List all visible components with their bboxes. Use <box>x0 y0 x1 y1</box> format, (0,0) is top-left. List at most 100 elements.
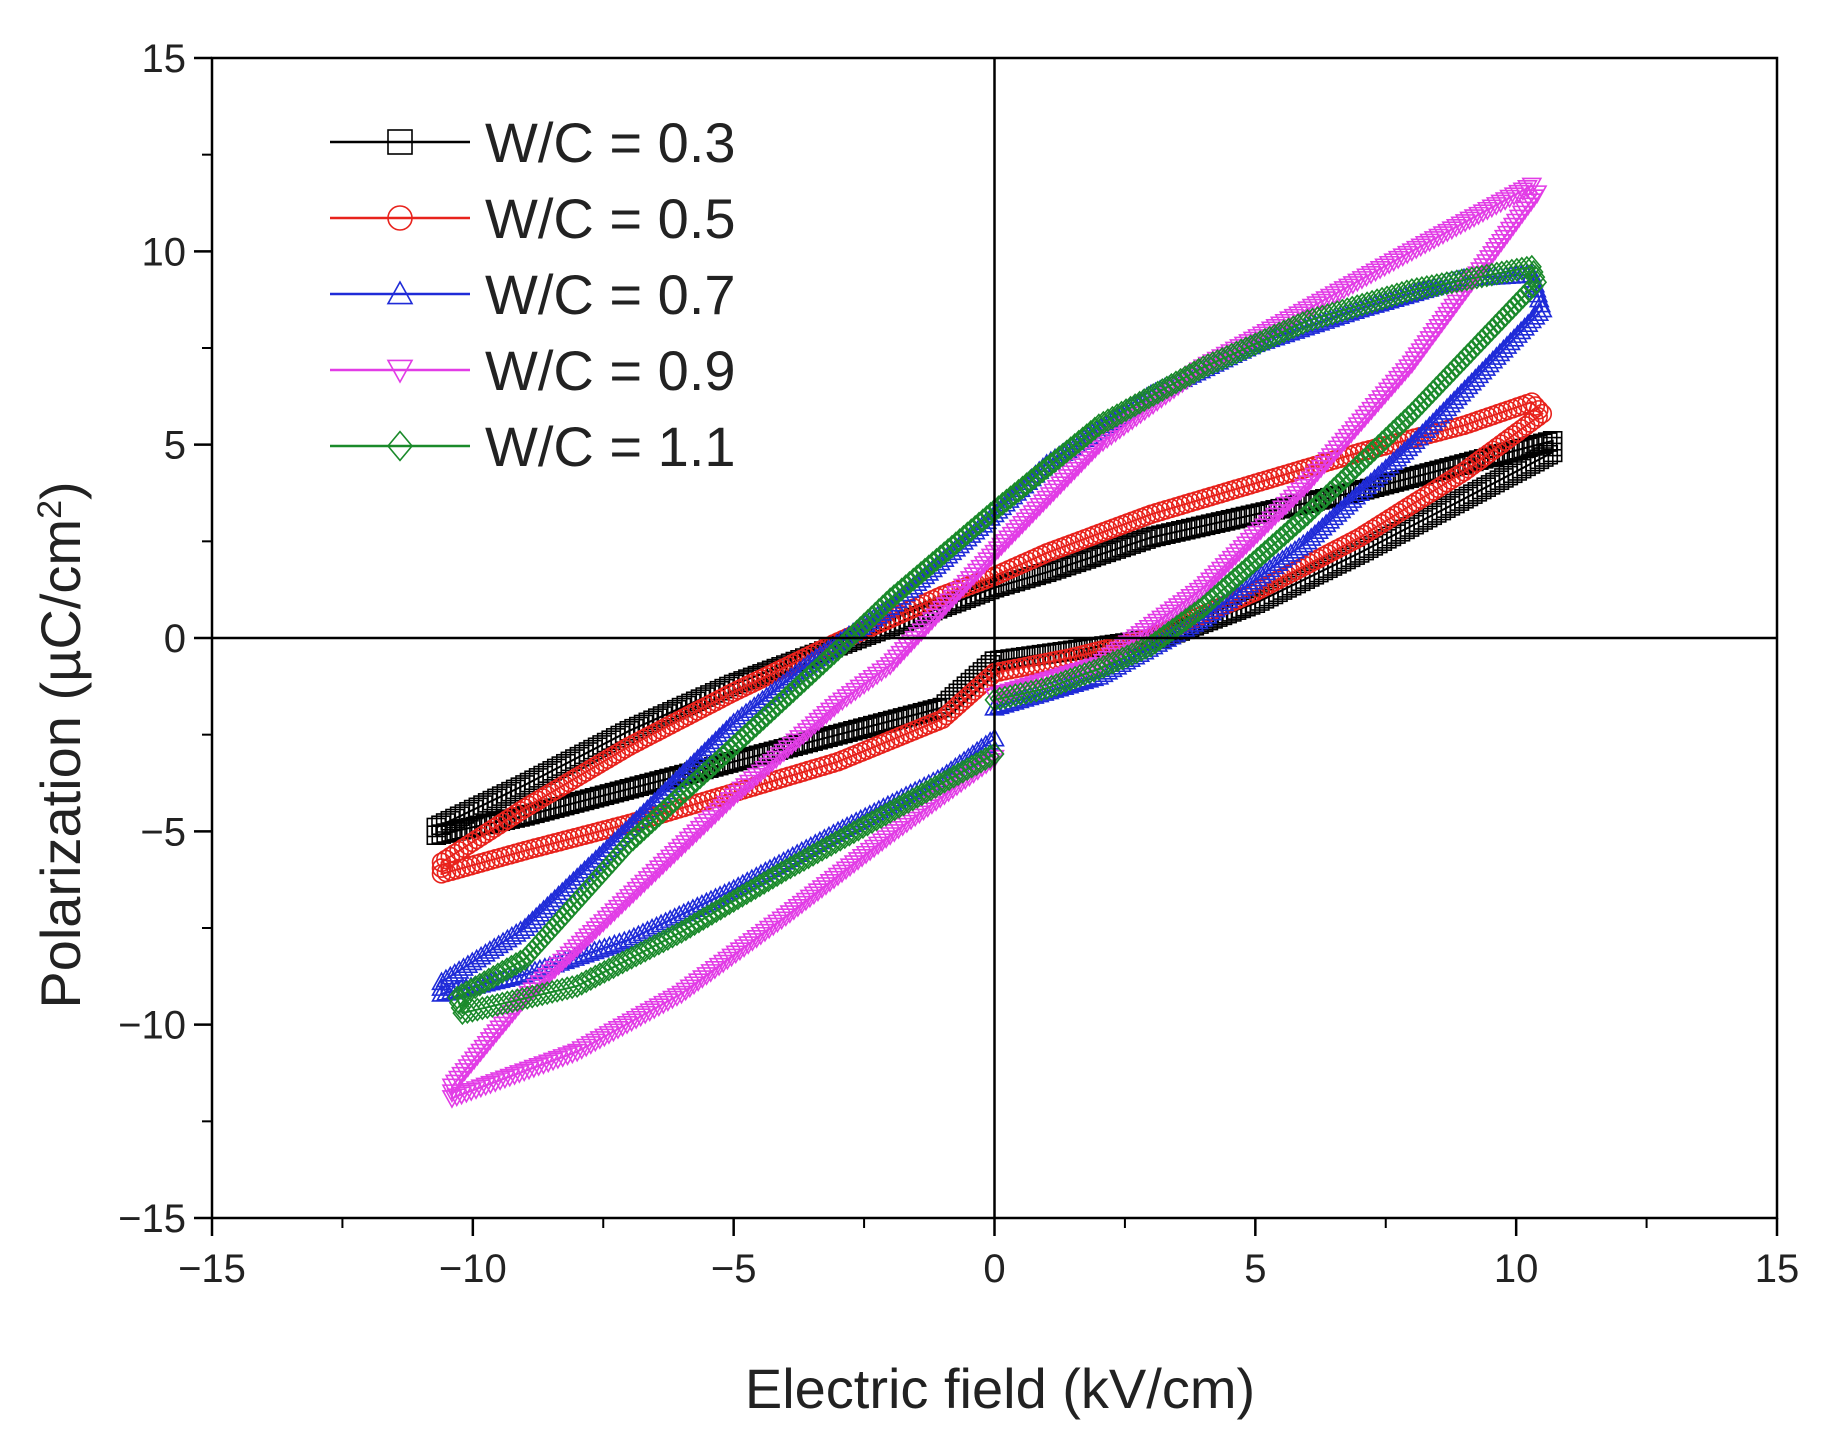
series-w-c-0-9 <box>441 177 1548 1109</box>
marker-trail <box>903 567 924 592</box>
marker-trail <box>1036 490 1058 510</box>
marker-trail <box>1046 559 1067 579</box>
marker-trail <box>1275 496 1297 516</box>
marker-trail <box>1518 437 1538 458</box>
marker-trail <box>1235 536 1257 556</box>
marker-trail <box>1215 511 1236 531</box>
legend-marker <box>386 280 414 305</box>
marker-trail <box>505 923 527 942</box>
marker-trail <box>1074 662 1095 687</box>
marker-trail <box>584 788 605 808</box>
marker-trail <box>1533 433 1553 454</box>
marker-trail <box>474 970 495 995</box>
marker-trail <box>1371 461 1393 481</box>
marker-trail <box>554 795 575 816</box>
marker-trail <box>758 868 779 893</box>
marker-trail <box>970 749 991 774</box>
marker-trail <box>949 527 970 553</box>
marker-trail <box>594 959 615 984</box>
marker-trail <box>788 730 810 749</box>
marker-trail <box>1371 390 1392 409</box>
marker-trail <box>1288 536 1310 556</box>
marker-trail <box>1084 416 1105 441</box>
y-tick-label: −10 <box>118 1004 186 1048</box>
legend-label: W/C = 0.3 <box>485 111 736 174</box>
marker-trail <box>1155 607 1176 627</box>
marker-trail <box>784 852 805 878</box>
marker-trail <box>754 761 775 780</box>
marker-trail <box>839 822 860 847</box>
marker-trail <box>1131 637 1152 663</box>
marker-trail <box>1086 545 1107 566</box>
marker-trail <box>1188 582 1210 602</box>
marker-trail <box>733 939 755 958</box>
marker-trail <box>1367 465 1389 484</box>
marker-trail <box>1320 487 1340 508</box>
marker-trail <box>633 874 655 894</box>
marker-trail <box>807 883 829 903</box>
marker-trail <box>1307 305 1328 331</box>
marker-trail <box>589 845 610 865</box>
marker-trail <box>742 933 763 952</box>
marker-trail <box>604 903 625 923</box>
marker-trail <box>542 1052 564 1072</box>
marker-trail <box>1530 293 1552 313</box>
marker-trail <box>671 838 692 858</box>
marker-trail <box>1010 570 1031 590</box>
marker-trail <box>1397 437 1419 457</box>
marker-trail <box>1053 472 1075 492</box>
marker-trail <box>451 1086 472 1106</box>
marker-trail <box>965 514 986 539</box>
marker-trail <box>871 804 892 830</box>
marker-trail <box>994 534 1016 553</box>
marker-trail <box>1048 446 1069 471</box>
marker-trail <box>710 896 731 921</box>
marker-trail <box>1043 483 1064 503</box>
marker-trail <box>836 689 858 708</box>
marker-trail <box>632 922 654 942</box>
marker-trail <box>811 880 833 899</box>
marker-trail <box>830 827 851 852</box>
marker-trail <box>1225 547 1246 566</box>
marker-trail <box>570 863 592 883</box>
data-point <box>827 695 849 715</box>
marker-trail <box>858 717 878 737</box>
marker-trail <box>1307 463 1328 483</box>
marker-trail <box>1161 523 1181 543</box>
marker-trail <box>1276 546 1297 565</box>
marker-trail <box>1093 410 1114 435</box>
marker-trail <box>633 729 653 750</box>
marker-trail <box>1188 357 1209 382</box>
marker-trail <box>796 723 818 742</box>
marker-trail <box>1066 552 1087 573</box>
marker-trail <box>1210 561 1232 581</box>
marker-trail <box>1041 560 1062 581</box>
marker-trail <box>604 782 625 803</box>
marker-trail <box>701 734 723 753</box>
marker-trail <box>641 918 663 937</box>
marker-trail <box>732 883 753 908</box>
marker-trail <box>862 715 883 736</box>
marker-trail <box>522 910 543 929</box>
legend-marker <box>387 205 413 231</box>
marker-trail <box>723 888 744 913</box>
marker-trail <box>574 790 595 811</box>
marker-trail <box>731 705 753 725</box>
marker-trail <box>1154 624 1175 649</box>
marker-trail <box>1011 516 1033 535</box>
marker-trail <box>1064 461 1085 481</box>
marker-trail <box>1016 472 1037 497</box>
marker-trail <box>858 673 879 692</box>
marker-trail <box>875 660 897 679</box>
data-point <box>879 657 901 676</box>
marker-trail <box>488 934 510 954</box>
marker-trail <box>1032 494 1054 514</box>
data-point <box>1297 475 1318 494</box>
marker-trail <box>552 1049 574 1068</box>
marker-trail <box>727 709 749 728</box>
legend-label: W/C = 1.1 <box>485 415 736 478</box>
marker-trail <box>603 1023 624 1043</box>
marker-trail <box>1005 523 1026 542</box>
marker-trail <box>1008 519 1030 539</box>
marker-trail <box>1064 432 1085 458</box>
